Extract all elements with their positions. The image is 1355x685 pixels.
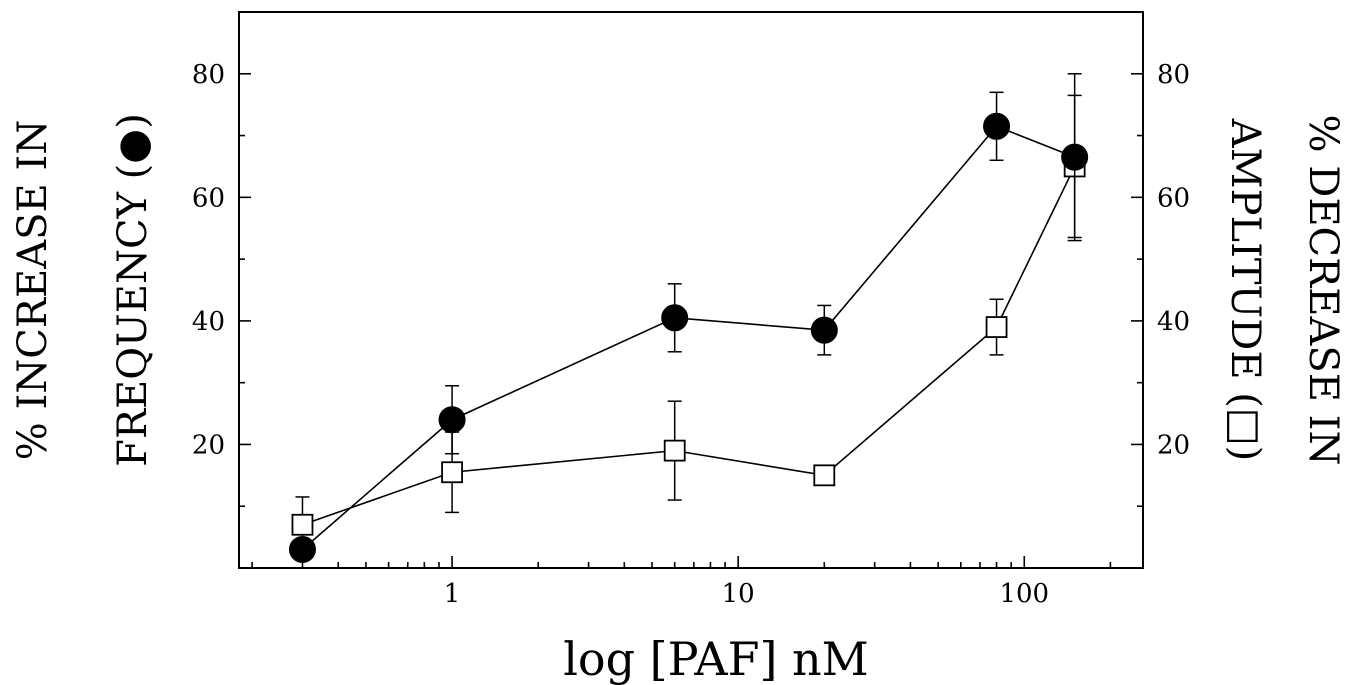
series-layer — [288, 73, 1089, 563]
x-tick-label: 10 — [722, 579, 755, 609]
left-y-tick-label: 40 — [192, 307, 225, 337]
frequency-point — [1061, 143, 1089, 171]
right-y-tick-label: 80 — [1157, 60, 1190, 90]
x-axis-ticks: 1 10 100 — [251, 556, 1112, 609]
x-axis-title: log [PAF] nM — [563, 632, 869, 685]
left-y-axis-title-line2: FREQUENCY (●) — [110, 113, 156, 467]
right-y-axis-title: % DECREASE IN AMPLITUDE (□) — [1222, 115, 1346, 466]
frequency-point — [438, 406, 466, 434]
x-tick-label: 100 — [999, 579, 1049, 609]
left-y-tick-label: 80 — [192, 60, 225, 90]
y-axis-ticks: 20 20 40 40 60 60 80 80 — [192, 60, 1190, 508]
amplitude-point — [441, 461, 463, 484]
right-y-axis-title-line2: AMPLITUDE (□) — [1222, 118, 1268, 462]
frequency-point — [288, 535, 316, 563]
plot-frame — [238, 11, 1144, 569]
amplitude-point — [813, 464, 836, 487]
right-y-axis-title-line1: % DECREASE IN — [1300, 115, 1346, 466]
amplitude-point — [291, 513, 314, 536]
frequency-point — [661, 304, 689, 332]
right-y-tick-label: 40 — [1157, 307, 1190, 337]
left-y-axis-title-line1: % INCREASE IN — [10, 120, 56, 460]
right-y-tick-label: 20 — [1157, 430, 1190, 460]
x-tick-label: 1 — [444, 579, 461, 609]
frequency-series-line — [301, 125, 1075, 551]
frequency-point — [810, 316, 838, 344]
amplitude-point — [985, 316, 1008, 338]
left-y-tick-label: 20 — [192, 430, 225, 460]
frequency-point — [983, 112, 1011, 140]
amplitude-series-line — [302, 166, 1076, 526]
left-y-tick-label: 60 — [192, 183, 225, 213]
right-y-tick-label: 60 — [1157, 183, 1190, 213]
amplitude-point — [663, 439, 686, 462]
left-y-axis-title: % INCREASE IN FREQUENCY (●) — [10, 113, 156, 467]
